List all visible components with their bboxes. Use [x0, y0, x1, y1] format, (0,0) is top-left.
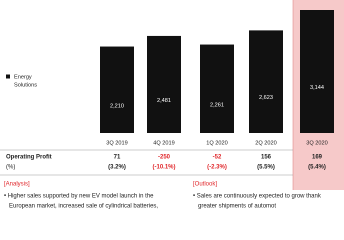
row-unit: (%) [6, 165, 15, 171]
analysis-heading: [Analysis] [4, 182, 30, 188]
value-label: 2,261 [210, 102, 224, 108]
bar [100, 46, 134, 133]
x-tick-label: 3Q 2019 [106, 140, 127, 146]
x-tick-label: 1Q 2020 [206, 140, 227, 146]
value-label: 2,210 [110, 103, 124, 109]
profit-margin: (5.5%) [257, 165, 275, 171]
value-label: 2,481 [157, 98, 171, 104]
analysis-line: European market, increased sale of cylin… [9, 204, 158, 210]
analysis-line: • Higher sales supported by new EV model… [4, 194, 154, 200]
bar [300, 10, 334, 133]
profit-value: 169 [312, 155, 323, 161]
row-label: Operating Profit [6, 155, 52, 161]
profit-value: -52 [213, 155, 222, 161]
profit-margin: (-10.1%) [152, 165, 175, 171]
legend-swatch [6, 74, 10, 79]
profit-value: 71 [114, 155, 121, 161]
profit-value: 156 [261, 155, 272, 161]
value-label: 3,144 [310, 85, 324, 91]
page: {"chart_data": {"type": "bar", "legend":… [0, 0, 344, 210]
x-tick-label: 2Q 2020 [255, 140, 276, 146]
bar [200, 44, 234, 133]
bar [249, 30, 283, 134]
profit-margin: (5.4%) [308, 165, 326, 171]
profit-margin: (-2.3%) [207, 165, 227, 171]
legend-label: Energy [14, 74, 32, 80]
value-label: 2,623 [259, 95, 273, 101]
bar [147, 35, 181, 134]
x-tick-label: 4Q 2019 [153, 140, 174, 146]
x-tick-label: 3Q 2020 [306, 140, 327, 146]
outlook-line: • Sales are continuously expected to gro… [193, 194, 322, 200]
chart: Energy Solutions Operating Profit (%) [A… [0, 0, 344, 210]
outlook-heading: [Outlook] [193, 182, 217, 188]
profit-value: -250 [158, 155, 171, 161]
legend-label: Solutions [14, 82, 37, 88]
profit-margin: (3.2%) [108, 165, 126, 171]
outlook-line: greater shipments of automot [198, 204, 276, 210]
